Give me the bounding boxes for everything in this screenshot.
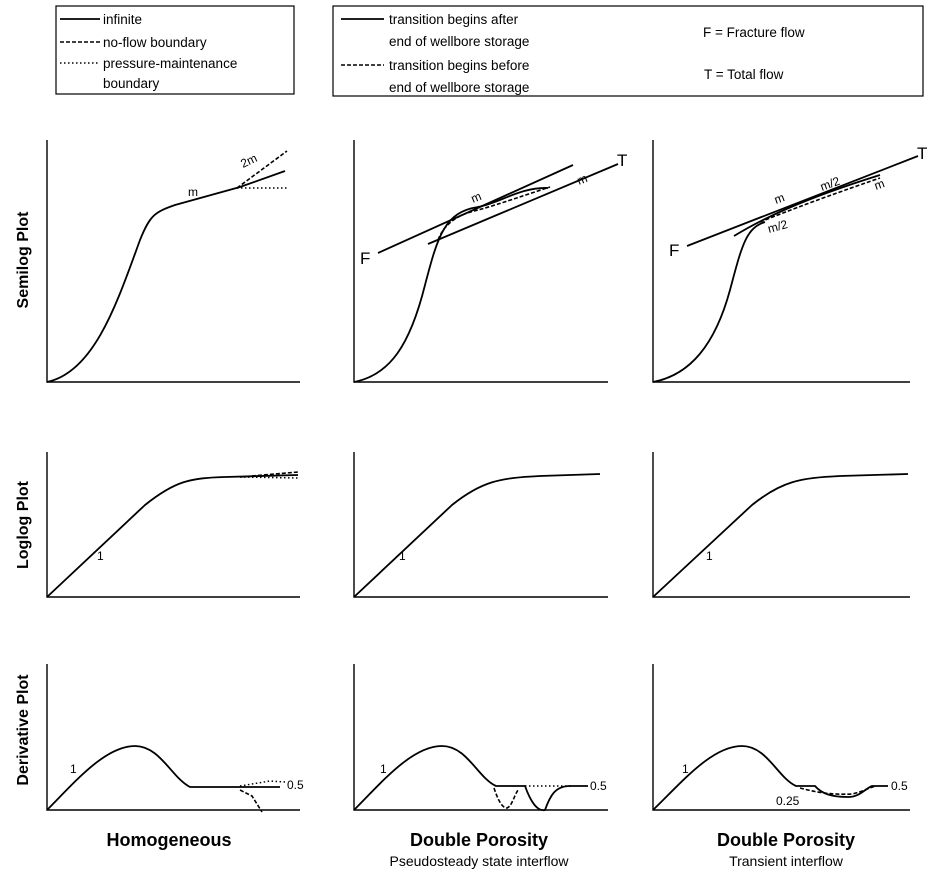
semilog-pss-axes (353, 140, 608, 383)
loglog-homogeneous-curve (46, 474, 299, 598)
derivative-homogeneous-plot: 1 0.5 (46, 664, 304, 813)
loglog-transient-plot: 1 (652, 452, 910, 598)
derivative-homogeneous-no-flow (239, 789, 263, 813)
semilog-transient-total-line (733, 174, 881, 237)
legend-mid-box (332, 5, 924, 97)
derivative-homogeneous-curve (46, 745, 280, 811)
semilog-transient-after-curve (652, 221, 766, 383)
semilog-transient-slope-m: m (772, 190, 786, 207)
semilog-pss-after-curve (353, 187, 549, 383)
derivative-transient-after-curve (652, 745, 888, 811)
derivative-homogeneous-half: 0.5 (287, 778, 304, 792)
loglog-homogeneous-axes (46, 452, 300, 598)
derivative-pss-plot: 1 0.5 (353, 664, 608, 812)
semilog-transient-before-curve (759, 177, 881, 223)
semilog-homogeneous-slope-2m: 2m (238, 151, 259, 171)
legend-item-no-flow: no-flow boundary (103, 35, 207, 50)
row-label-semilog: Semilog Plot (15, 211, 32, 309)
derivative-transient-half: 0.5 (891, 779, 908, 793)
legend-fracture-flow: F = Fracture flow (703, 25, 805, 40)
column-title-homogeneous: Homogeneous (106, 830, 231, 850)
loglog-transient-axes (652, 452, 910, 598)
semilog-pss-plot: F T m m (353, 140, 627, 383)
loglog-homogeneous-no-flow (239, 471, 299, 478)
legend-item-before-2: end of wellbore storage (389, 80, 529, 95)
loglog-pss-plot: 1 (353, 452, 608, 598)
legend-item-after-2: end of wellbore storage (389, 34, 529, 49)
legend-mid: transition begins after end of wellbore … (332, 5, 924, 97)
semilog-pss-slope-m: m (469, 189, 484, 206)
semilog-pss-label-t: T (617, 151, 627, 170)
derivative-transient-unit-slope: 1 (682, 762, 689, 776)
derivative-transient-plot: 1 0.25 0.5 (652, 664, 910, 811)
semilog-transient-slope-m-half-lower: m/2 (766, 217, 789, 236)
legend-item-pressure-maintenance: pressure-maintenance (103, 56, 237, 71)
semilog-pss-slope-m-total: m (575, 171, 590, 188)
semilog-transient-plot: F T m m/2 m m/2 (652, 140, 927, 383)
legend-total-flow: T = Total flow (704, 67, 784, 82)
column-subtitle-pss: Pseudosteady state interflow (390, 853, 570, 869)
semilog-homogeneous-plot: m 2m (46, 140, 300, 383)
semilog-homogeneous-no-flow-line (236, 150, 288, 189)
derivative-pss-axes (353, 664, 608, 811)
semilog-pss-fracture-line (377, 164, 574, 254)
derivative-transient-quarter: 0.25 (776, 794, 800, 808)
legend-item-infinite: infinite (103, 12, 142, 27)
semilog-transient-label-f: F (669, 241, 679, 260)
semilog-transient-label-t: T (917, 144, 927, 163)
derivative-pss-after-curve (353, 745, 588, 812)
loglog-homogeneous-plot: 1 (46, 452, 300, 598)
semilog-transient-slope-m-half: m/2 (818, 174, 842, 194)
semilog-transient-fracture-line (686, 155, 919, 247)
loglog-homogeneous-constant-pressure (239, 476, 299, 479)
derivative-pss-unit-slope: 1 (380, 762, 387, 776)
loglog-homogeneous-unit-slope: 1 (97, 549, 104, 563)
derivative-homogeneous-axes (46, 664, 300, 811)
semilog-homogeneous-infinite-curve (46, 170, 286, 383)
row-label-loglog: Loglog Plot (15, 480, 32, 569)
semilog-transient-slope-m-total: m (872, 176, 886, 193)
derivative-transient-before-curve (799, 785, 877, 795)
loglog-transient-unit-slope: 1 (706, 549, 713, 563)
semilog-pss-label-f: F (360, 249, 370, 268)
row-label-derivative: Derivative Plot (15, 674, 32, 786)
legend-left-box (55, 5, 295, 95)
semilog-transient-axes (652, 140, 910, 383)
loglog-pss-axes (353, 452, 608, 598)
legend-item-before: transition begins before (389, 58, 529, 73)
semilog-homogeneous-axes (46, 140, 300, 383)
legend-left: infinite no-flow boundary pressure-maint… (55, 5, 295, 95)
derivative-homogeneous-unit-slope: 1 (70, 762, 77, 776)
column-title-pss: Double Porosity (410, 830, 548, 850)
column-title-transient: Double Porosity (717, 830, 855, 850)
derivative-homogeneous-constant-pressure (239, 780, 286, 787)
legend-item-boundary: boundary (103, 76, 160, 91)
semilog-pss-total-line (427, 163, 619, 245)
semilog-homogeneous-slope-m: m (188, 185, 198, 199)
column-subtitle-transient: Transient interflow (729, 853, 844, 869)
loglog-transient-curve (652, 473, 909, 598)
derivative-pss-before-curve (493, 787, 519, 809)
loglog-pss-unit-slope: 1 (399, 549, 406, 563)
derivative-pss-half: 0.5 (590, 779, 607, 793)
loglog-pss-curve (353, 473, 601, 598)
legend-item-after: transition begins after (389, 12, 519, 27)
